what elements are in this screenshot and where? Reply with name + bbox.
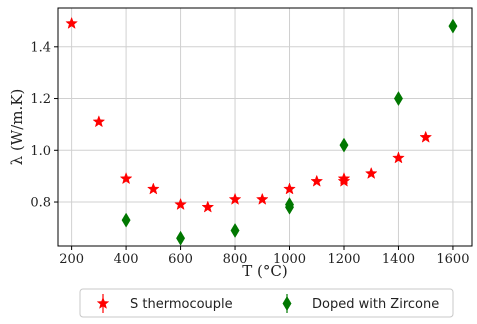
legend-frame	[79, 288, 454, 318]
y-tick-label: 0.8	[30, 196, 51, 211]
legend-label-doped-with-zircone: Doped with Zircone	[312, 297, 439, 312]
data-point-doped-with-zircone	[393, 91, 403, 107]
data-point-s-thermocouple	[337, 174, 351, 187]
legend: S thermocouple Doped with Zircone	[79, 288, 454, 318]
legend-marker-diamond	[282, 294, 292, 313]
data-point-doped-with-zircone	[176, 230, 186, 246]
data-point-s-thermocouple	[255, 192, 269, 205]
data-point-s-thermocouple	[146, 182, 160, 195]
x-tick-label: 1400	[382, 252, 415, 267]
x-tick-label: 200	[59, 252, 84, 267]
data-point-doped-with-zircone	[121, 212, 131, 228]
y-tick-label: 1.4	[30, 40, 51, 55]
data-point-s-thermocouple	[283, 182, 296, 195]
data-point-doped-with-zircone	[285, 197, 295, 213]
data-point-s-thermocouple	[364, 166, 378, 179]
data-point-s-thermocouple	[392, 151, 405, 164]
data-point-s-thermocouple	[119, 172, 133, 185]
y-tick-label: 1.0	[30, 144, 51, 159]
data-point-s-thermocouple	[310, 174, 324, 187]
data-point-s-thermocouple	[65, 16, 78, 29]
data-point-s-thermocouple	[174, 197, 187, 211]
legend-item-doped-with-zircone: Doped with Zircone	[282, 294, 439, 313]
x-tick-label: 600	[168, 252, 193, 267]
legend-diamond-icon	[282, 296, 292, 311]
x-tick-label: 1600	[436, 252, 469, 267]
grid	[58, 8, 472, 246]
legend-item-s-thermocouple: S thermocouple	[96, 294, 233, 313]
data-point-s-thermocouple	[419, 130, 433, 143]
axis-ticks: 200 400 600 800 1000 1200 1400 1600 0.8 1.0 1.2 1.4	[30, 40, 469, 267]
x-axis-title: T (°C)	[242, 262, 287, 280]
y-tick-label: 1.2	[30, 92, 51, 107]
data-point-s-thermocouple	[201, 200, 215, 213]
legend-label-s-thermocouple: S thermocouple	[130, 297, 233, 312]
plot-area-frame	[57, 7, 473, 247]
y-axis-title: λ (W/m.K)	[8, 89, 26, 166]
x-tick-label: 800	[223, 252, 248, 267]
x-tick-label: 1200	[327, 252, 360, 267]
data-point-s-thermocouple	[228, 192, 242, 205]
data-point-doped-with-zircone	[448, 18, 458, 34]
x-tick-label: 400	[114, 252, 139, 267]
legend-star-icon	[96, 296, 110, 309]
data-point-doped-with-zircone	[230, 222, 240, 238]
data-marks	[65, 16, 458, 246]
legend-marker-star	[96, 294, 110, 313]
data-point-doped-with-zircone	[339, 137, 349, 153]
data-point-s-thermocouple	[92, 115, 106, 128]
x-tick-label: 1000	[273, 252, 306, 267]
